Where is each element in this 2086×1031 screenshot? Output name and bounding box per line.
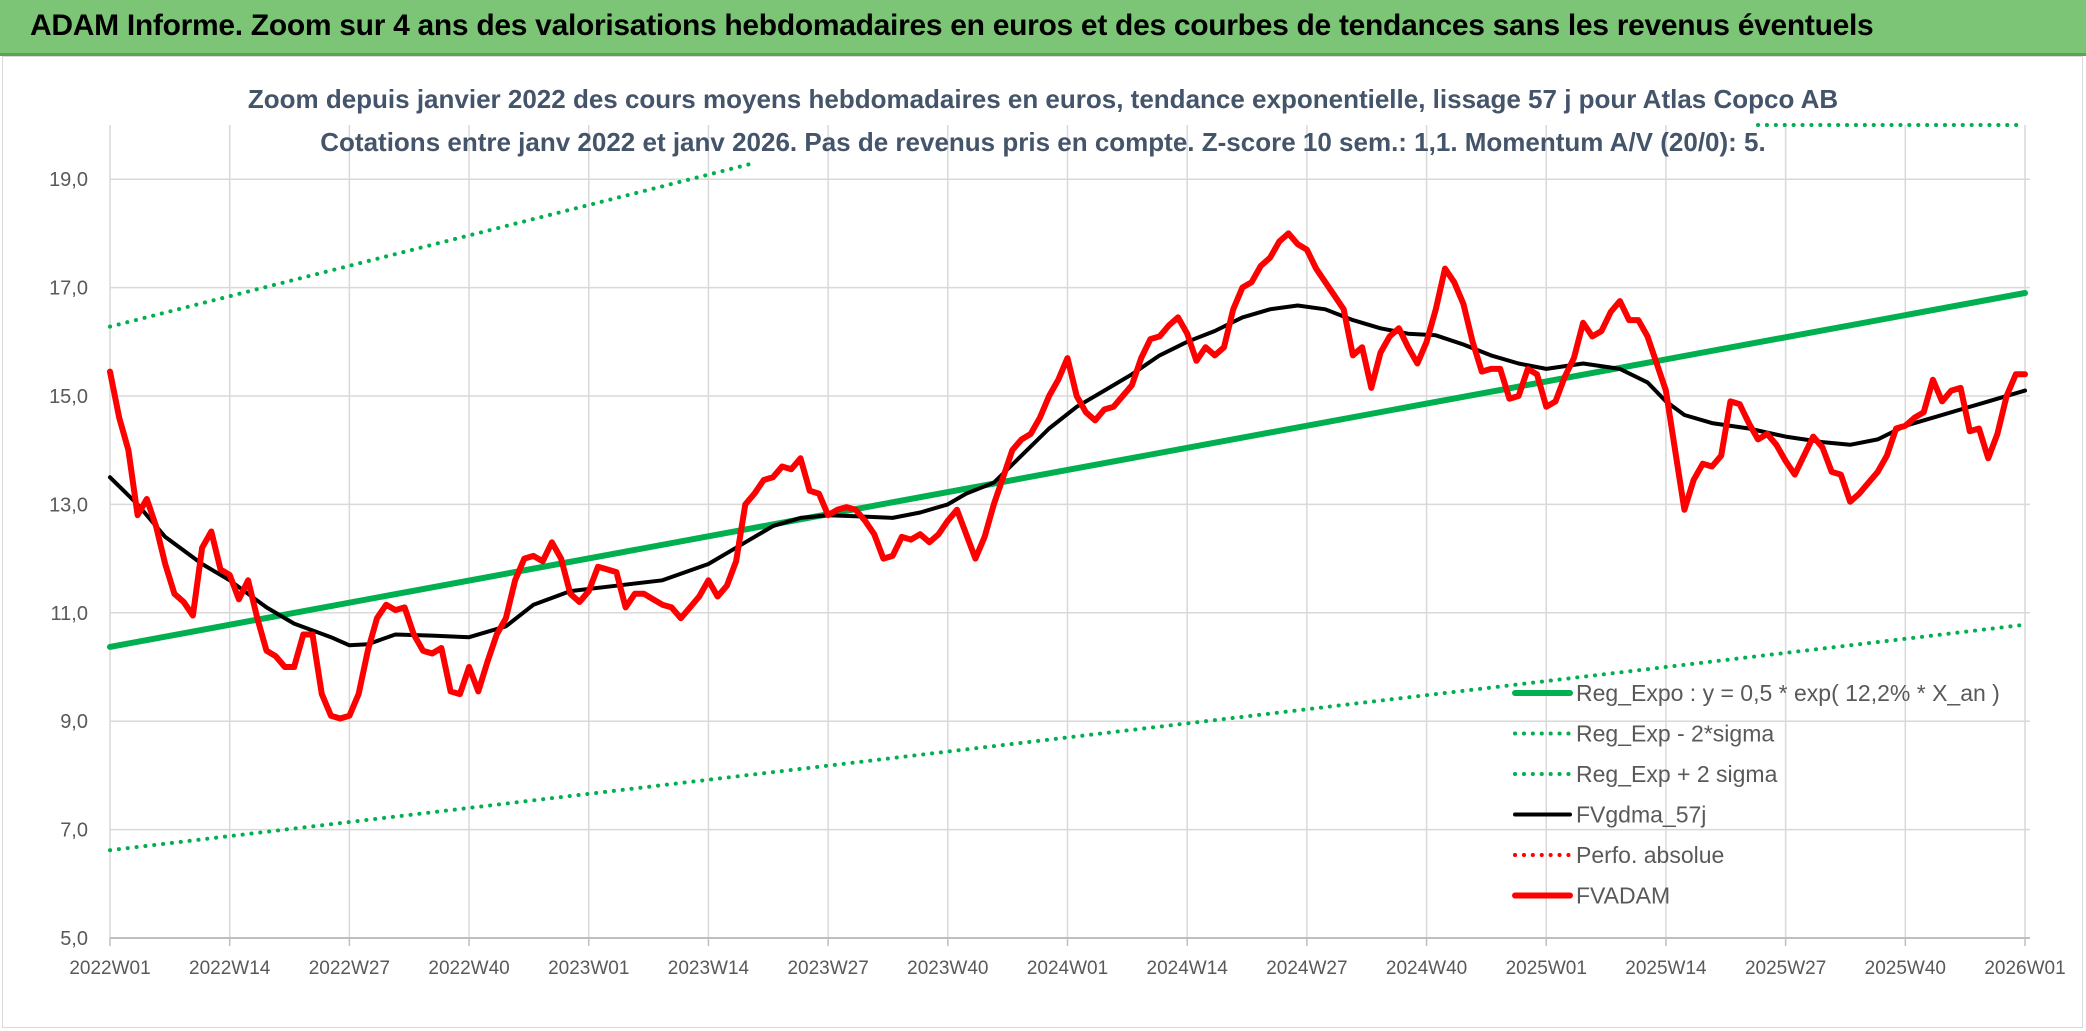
header-bar: ADAM Informe. Zoom sur 4 ans des valoris…: [0, 0, 2086, 56]
series-fvgdma-57j: [108, 303, 2027, 648]
axis-layer: 5,0 7,0 9,0 11,0 13,0 15,0 17,0 19,0 2022W01 2022…: [49, 169, 2066, 979]
x-tick-label: 2025W27: [1745, 958, 1826, 979]
series-reg-expo: [107, 290, 2028, 650]
series-layer: [107, 123, 2028, 853]
grid-layer: [109, 125, 2030, 939]
x-tick-label: 2023W40: [907, 958, 988, 979]
x-tick-label: 2023W27: [787, 958, 868, 979]
x-tick-label: 2025W40: [1865, 958, 1946, 979]
x-tick-label: 2023W01: [548, 958, 629, 979]
chart-title: Zoom depuis janvier 2022 des cours moyen…: [247, 84, 1839, 114]
y-tick-label: 17,0: [49, 278, 88, 300]
x-tick-label: 2023W14: [668, 958, 750, 979]
x-tick-label: 2022W27: [309, 958, 390, 979]
y-tick-label: 11,0: [51, 603, 88, 625]
x-tick-label: 2022W40: [428, 958, 509, 979]
x-tick-label: 2025W14: [1625, 958, 1707, 979]
series-fvadam: [107, 230, 2028, 722]
y-tick-label: 19,0: [49, 169, 88, 191]
y-tick-label: 13,0: [49, 494, 88, 516]
chart-subtitle: Cotations entre janv 2022 et janv 2026. …: [320, 127, 1766, 157]
y-tick-label: 15,0: [49, 386, 88, 408]
y-tick-label: 9,0: [60, 711, 88, 733]
x-tick-label: 2024W40: [1386, 958, 1467, 979]
y-tick-label: 5,0: [60, 928, 88, 950]
series-reg-exp-plus-2sigma: [108, 160, 757, 329]
page-title: ADAM Informe. Zoom sur 4 ans des valoris…: [30, 9, 1874, 42]
x-tick-label: 2026W01: [1984, 958, 2065, 979]
x-tick-label: 2024W01: [1027, 958, 1108, 979]
x-tick-label: 2022W01: [69, 958, 150, 979]
x-tick-label: 2024W27: [1266, 958, 1347, 979]
x-tick-label: 2025W01: [1506, 958, 1587, 979]
series-reg-exp-minus-2sigma: [108, 622, 2027, 853]
y-tick-label: 7,0: [60, 820, 88, 842]
x-tick-label: 2022W14: [189, 958, 271, 979]
x-tick-label: 2024W14: [1147, 958, 1229, 979]
chart-frame: [2, 56, 2083, 1028]
